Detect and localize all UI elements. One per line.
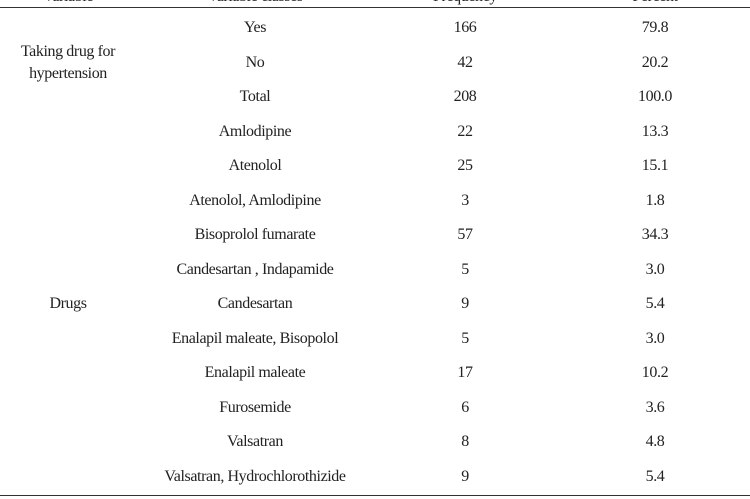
percent: 4.8 <box>645 433 665 450</box>
header-rule <box>0 7 750 8</box>
frequency: 208 <box>453 88 477 105</box>
percent: 1.8 <box>645 191 665 209</box>
variable-class: Atenolol, Amlodipine <box>189 191 321 209</box>
frequency: 8 <box>461 433 469 450</box>
variable-class: Bisoprolol fumarate <box>194 226 316 243</box>
percent: 3.6 <box>645 398 665 416</box>
frequency: 9 <box>461 295 469 312</box>
frequency: 57 <box>457 226 473 243</box>
header-cell: Variable <box>43 0 94 6</box>
frequency: 9 <box>461 467 469 485</box>
header-cell: Percent <box>632 0 678 6</box>
variable-class: Candesartan <box>217 295 293 312</box>
frequency: 25 <box>457 157 473 174</box>
frequency: 5 <box>461 329 469 347</box>
variable-class: Total <box>239 88 271 105</box>
percent: 15.1 <box>641 157 669 174</box>
frequency: 17 <box>457 364 473 381</box>
variable-class: No <box>245 53 265 71</box>
variable-class: Valsatran, Hydrochlorothizide <box>164 467 346 485</box>
variable-class: Enalapil maleate <box>204 364 306 381</box>
frequency: 3 <box>461 191 469 209</box>
percent: 5.4 <box>645 295 665 312</box>
percent: 3.0 <box>645 260 665 278</box>
frequency: 42 <box>457 53 473 71</box>
variable-class: Enalapil maleate, Bisopolol <box>171 329 339 347</box>
percent: 5.4 <box>645 467 665 485</box>
variable-class: Atenolol <box>228 157 282 174</box>
variable-class: Candesartan , Indapamide <box>176 260 334 278</box>
frequency: 5 <box>461 260 469 278</box>
header-cell: Frequency <box>433 0 497 6</box>
percent: 10.2 <box>641 364 669 381</box>
percent: 34.3 <box>641 226 669 243</box>
percent: 100.0 <box>637 88 673 105</box>
variable-class: Yes <box>243 19 267 36</box>
frequency: 22 <box>457 122 473 140</box>
variable-class: Furosemide <box>219 398 291 416</box>
header-cell: Variable classes <box>207 0 303 6</box>
percent: 13.3 <box>641 122 669 140</box>
group-label: Taking drug for hypertension <box>20 42 116 82</box>
frequency: 6 <box>461 398 469 416</box>
bottom-rule <box>0 495 750 496</box>
percent: 20.2 <box>641 53 669 71</box>
variable-class: Valsatran <box>227 433 283 450</box>
percent: 3.0 <box>645 329 665 347</box>
group-label: Drugs <box>49 295 87 312</box>
frequency: 166 <box>453 19 477 36</box>
percent: 79.8 <box>641 19 669 36</box>
variable-class: Amlodipine <box>218 122 292 140</box>
